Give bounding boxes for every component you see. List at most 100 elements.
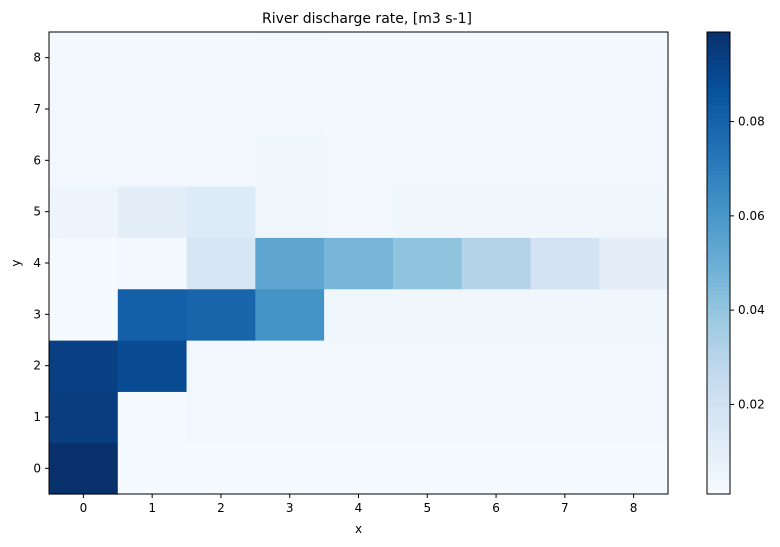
colorbar-segment <box>707 424 730 430</box>
heatmap-cell <box>461 442 532 495</box>
colorbar-segment <box>707 70 730 75</box>
heatmap-cell <box>392 83 463 136</box>
heatmap-cell <box>324 340 394 392</box>
heatmap-cell <box>530 32 600 84</box>
heatmap-cell <box>599 134 669 187</box>
x-tick-label: 4 <box>355 501 363 515</box>
heatmap-cell <box>599 237 669 290</box>
colorbar-segment <box>707 436 730 441</box>
colorbar-segment <box>707 397 730 403</box>
heatmap-cell <box>392 288 463 341</box>
heatmap-cell <box>599 340 669 392</box>
colorbar-segment <box>707 374 730 380</box>
colorbar-segment <box>707 305 730 310</box>
heatmap-cell <box>255 32 325 84</box>
colorbar-segment <box>707 170 730 176</box>
heatmap-cell <box>49 186 119 238</box>
heatmap-cell <box>599 442 669 495</box>
y-axis-label: y <box>9 259 23 266</box>
heatmap-cell <box>186 83 256 136</box>
colorbar-segment <box>707 135 730 141</box>
colorbar-segment <box>707 93 730 99</box>
colorbar-segment <box>707 386 730 391</box>
colorbar-tick-label: 0.08 <box>738 115 765 129</box>
colorbar-segment <box>707 197 730 202</box>
colorbar-segment <box>707 320 730 326</box>
heatmap-cell <box>186 442 256 495</box>
colorbar-segment <box>707 459 730 464</box>
colorbar-tick-label: 0.06 <box>738 209 765 223</box>
heatmap-cell <box>49 442 119 495</box>
x-tick-label: 6 <box>492 501 500 515</box>
heatmap-cell <box>255 442 325 495</box>
colorbar-tick-label: 0.02 <box>738 397 765 411</box>
colorbar-segment <box>707 316 730 322</box>
colorbar-segment <box>707 490 730 495</box>
colorbar-segment <box>707 105 730 110</box>
colorbar-segment <box>707 263 730 268</box>
heatmap-cell <box>117 83 188 136</box>
colorbar-segment <box>707 251 730 256</box>
heatmap-cell <box>530 186 600 238</box>
colorbar-segment <box>707 293 730 299</box>
colorbar-segment <box>707 359 730 364</box>
colorbar-segment <box>707 417 730 422</box>
colorbar-segment <box>707 343 730 349</box>
colorbar-segment <box>707 401 730 407</box>
heatmap-cell <box>530 134 600 187</box>
colorbar: 0.02 0.04 0.06 0.08 <box>706 31 765 495</box>
colorbar-segment <box>707 301 730 306</box>
colorbar-segment <box>707 390 730 395</box>
colorbar-segment <box>707 151 730 156</box>
colorbar-segment <box>707 413 730 418</box>
heatmap-cell <box>324 83 394 136</box>
heatmap-cell <box>461 134 532 187</box>
colorbar-segment <box>707 347 730 353</box>
heatmap-cell <box>599 391 669 444</box>
colorbar-segment <box>707 243 730 249</box>
heatmap-cell <box>530 391 600 444</box>
heatmap-cell <box>461 186 532 238</box>
colorbar-segment <box>707 112 730 118</box>
heatmap-cell <box>186 32 256 84</box>
colorbar-segment <box>707 139 730 145</box>
y-tick-label: 8 <box>33 51 41 65</box>
x-tick-label: 5 <box>423 501 431 515</box>
x-tick-label: 1 <box>148 501 156 515</box>
colorbar-segment <box>707 182 730 187</box>
heatmap-cell <box>255 340 325 392</box>
heatmap-cell <box>49 391 119 444</box>
heatmap-cell <box>255 237 325 290</box>
colorbar-segment <box>707 478 730 484</box>
colorbar-segment <box>707 236 730 241</box>
heatmap-cell <box>117 32 188 84</box>
heatmap-cell <box>530 288 600 341</box>
colorbar-segment <box>707 351 730 356</box>
heatmap-cell <box>186 237 256 290</box>
colorbar-segment <box>707 232 730 237</box>
heatmap-cell <box>461 391 532 444</box>
heatmap-cell <box>49 288 119 341</box>
x-tick-label: 2 <box>217 501 225 515</box>
colorbar-segment <box>707 443 730 449</box>
colorbar-segment <box>707 43 730 48</box>
colorbar-segment <box>707 85 730 91</box>
colorbar-segment <box>707 216 730 222</box>
x-tick-label: 3 <box>286 501 294 515</box>
colorbar-segment <box>707 336 730 341</box>
heatmap-cell <box>324 288 394 341</box>
colorbar-segment <box>707 97 730 102</box>
heatmap-cell <box>255 186 325 238</box>
colorbar-tick-label: 0.04 <box>738 303 765 317</box>
colorbar-segment <box>707 212 730 218</box>
colorbar-segment <box>707 470 730 476</box>
colorbar-segment <box>707 247 730 253</box>
colorbar-segment <box>707 109 730 114</box>
colorbar-segment <box>707 382 730 387</box>
colorbar-segment <box>707 266 730 272</box>
colorbar-segment <box>707 355 730 360</box>
heatmap-cell <box>324 134 394 187</box>
heatmap-cell <box>186 288 256 341</box>
heatmap-cell <box>324 391 394 444</box>
heatmap-cell <box>49 340 119 392</box>
